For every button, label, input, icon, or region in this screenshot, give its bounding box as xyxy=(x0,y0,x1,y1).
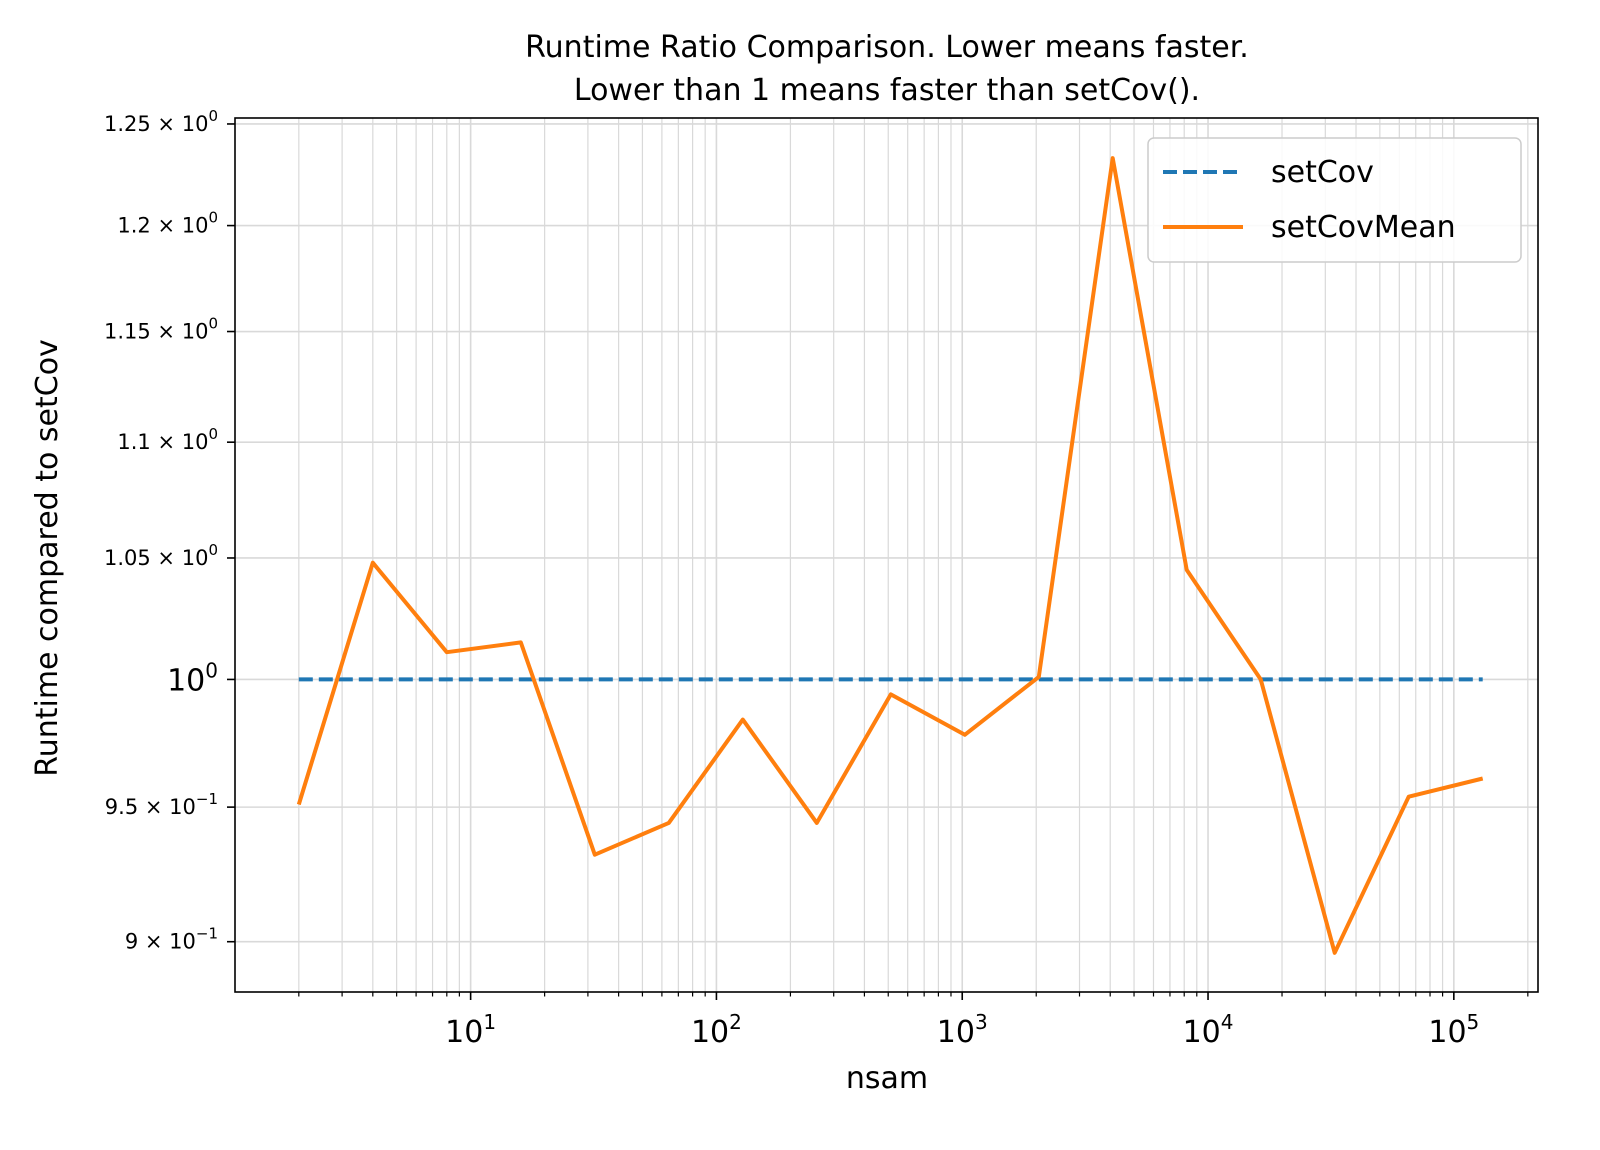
tick-labels: 101 102 103 104 105 9 × 10−1 9.5 × 10−1 100 1.05… xyxy=(104,107,1479,1050)
series-line-setcovmean xyxy=(296,156,1484,955)
x-tick-label: 101 xyxy=(445,1010,496,1050)
x-axis-label: nsam xyxy=(846,1061,928,1096)
plot-frame xyxy=(234,117,1539,993)
legend-box xyxy=(1147,137,1522,263)
y-tick-label: 1.2 × 100 xyxy=(117,209,218,238)
legend-label-setcovmean: setCovMean xyxy=(1271,210,1456,245)
y-tick-label: 1.25 × 100 xyxy=(104,107,218,136)
legend: setCov setCovMean xyxy=(1147,137,1522,263)
y-tick-label: 9.5 × 10−1 xyxy=(105,790,218,819)
x-tick-label: 102 xyxy=(691,1010,742,1050)
y-tick-label: 9 × 10−1 xyxy=(125,925,218,954)
minor-grid xyxy=(298,118,1529,992)
x-tick-label: 105 xyxy=(1428,1010,1479,1050)
chart-title-line-1: Runtime Ratio Comparison. Lower means fa… xyxy=(525,30,1249,65)
axis-ticks xyxy=(227,123,1529,1000)
series-layer xyxy=(296,156,1484,955)
y-tick-label: 1.15 × 100 xyxy=(104,315,218,344)
y-tick-label: 1.1 × 100 xyxy=(117,425,218,454)
x-tick-label: 104 xyxy=(1183,1010,1234,1050)
major-grid xyxy=(235,118,1538,992)
chart-title-line-2: Lower than 1 means faster than setCov(). xyxy=(574,73,1200,108)
y-axis-label: Runtime compared to setCov xyxy=(30,339,65,777)
y-tick-label: 1.05 × 100 xyxy=(104,541,218,570)
y-tick-label: 100 xyxy=(167,658,218,698)
x-tick-label: 103 xyxy=(937,1010,988,1050)
legend-label-setcov: setCov xyxy=(1271,155,1374,190)
